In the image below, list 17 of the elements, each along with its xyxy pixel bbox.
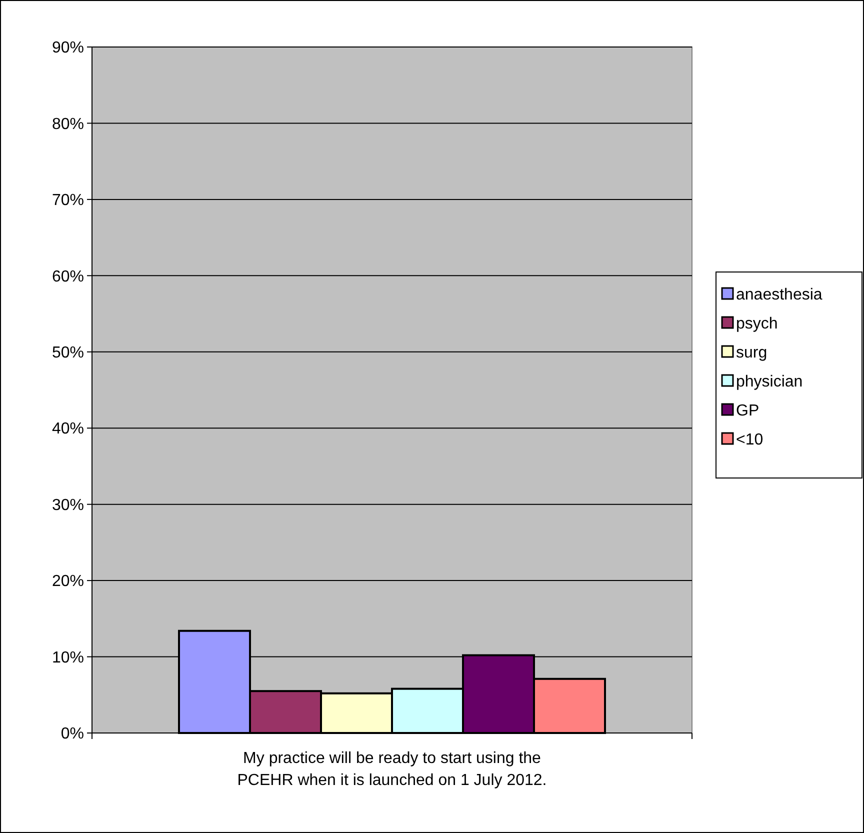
y-tick-label: 60% [52, 268, 84, 286]
y-tick-label: 50% [52, 344, 84, 362]
y-tick-label: 0% [60, 726, 84, 743]
legend-label: psych [736, 316, 778, 333]
y-tick-label: 70% [52, 192, 84, 210]
legend-label: GP [736, 402, 760, 420]
y-tick-label: 80% [52, 116, 84, 133]
y-tick-label: 90% [52, 40, 84, 57]
y-tick-label: 20% [52, 573, 84, 590]
legend-label: physician [736, 374, 803, 391]
legend-label: anaesthesia [736, 286, 822, 304]
y-tick-label: 30% [52, 496, 84, 514]
y-tick-label: 40% [52, 420, 84, 438]
y-tick-label: 10% [52, 649, 84, 666]
legend-label: surg [736, 344, 768, 362]
legend-label: <10 [736, 432, 764, 449]
x-tick-label: My practice will be ready to start using the PCEHR when it is launched on 1 July 2012. [237, 750, 547, 789]
